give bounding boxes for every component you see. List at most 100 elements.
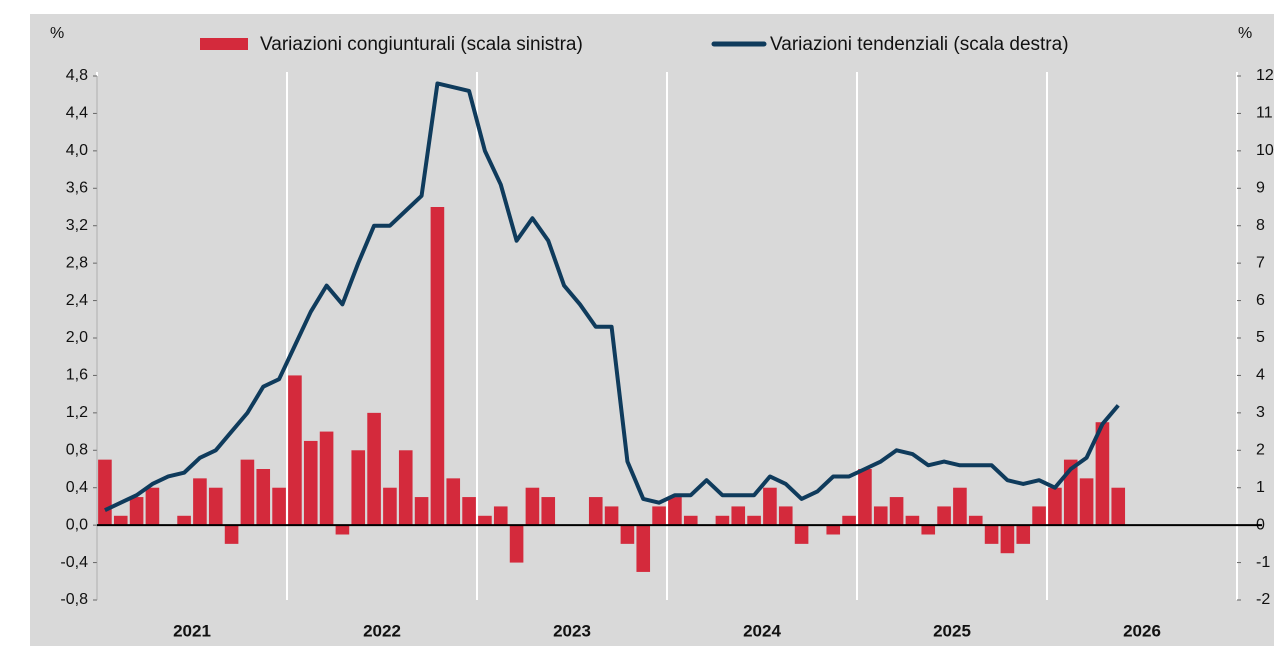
y2-tick-label: 12 [1256, 67, 1274, 84]
y2-tick-label: -1 [1256, 554, 1270, 571]
y-tick-label: 4,8 [66, 67, 88, 84]
bar [414, 497, 429, 526]
y2-tick-label: 9 [1256, 180, 1265, 197]
bar [493, 506, 508, 526]
bar [129, 497, 144, 526]
x-tick-label: 2022 [363, 621, 401, 640]
y-tick-label: -0,4 [60, 554, 88, 571]
y-tick-label: 0,8 [66, 442, 88, 459]
y-tick-label: 2,8 [66, 254, 88, 271]
bar [98, 459, 112, 526]
bar [588, 497, 603, 526]
bar [715, 515, 730, 526]
bar [937, 506, 951, 526]
chart-background [30, 14, 1274, 646]
x-tick-label: 2025 [933, 621, 971, 640]
bar [683, 515, 698, 526]
bar [303, 440, 318, 526]
bar [747, 515, 761, 526]
bar [763, 487, 777, 526]
legend-label: Variazioni tendenziali (scala destra) [770, 34, 1069, 55]
bar [525, 487, 540, 526]
bar [398, 450, 413, 526]
y-tick-label: 3,2 [66, 217, 88, 234]
bar [193, 478, 207, 526]
bar [288, 375, 302, 526]
bar [1000, 525, 1015, 554]
bar [335, 525, 350, 535]
y2-tick-label: 5 [1256, 329, 1265, 346]
y2-axis-unit: % [1238, 25, 1252, 42]
bar [1095, 422, 1110, 526]
y2-tick-label: 3 [1256, 404, 1265, 421]
y2-tick-label: 6 [1256, 292, 1265, 309]
x-tick-label: 2023 [553, 621, 591, 640]
line [104, 81, 1120, 512]
bar [826, 525, 841, 535]
bar [383, 487, 397, 526]
bar [1032, 506, 1046, 526]
bar [462, 497, 476, 526]
bar [541, 497, 556, 526]
bar [968, 515, 983, 526]
bar [208, 487, 223, 526]
y2-tick-label: -2 [1256, 591, 1270, 608]
y-axis-unit: % [50, 25, 64, 42]
bar [1079, 478, 1094, 526]
bar [778, 506, 793, 526]
bar [145, 487, 160, 526]
legend-label: Variazioni congiunturali (scala sinistra… [260, 34, 583, 55]
bar [351, 450, 366, 526]
y-tick-label: 0,0 [66, 516, 88, 533]
bar [509, 525, 524, 563]
bar [953, 487, 967, 526]
bar [224, 525, 239, 544]
bar [256, 469, 271, 526]
bar [652, 506, 666, 526]
y2-tick-label: 4 [1256, 367, 1265, 384]
y-tick-label: 4,0 [66, 142, 88, 159]
bar [113, 515, 128, 526]
bar [873, 506, 888, 526]
bar [604, 506, 619, 526]
bar [272, 487, 286, 526]
bar [921, 525, 936, 535]
y2-tick-label: 1 [1256, 479, 1265, 496]
bar [1016, 525, 1031, 544]
x-tick-label: 2026 [1123, 621, 1161, 640]
legend-swatch [200, 38, 248, 50]
y-tick-label: -0,8 [60, 591, 88, 608]
bar [1048, 487, 1062, 526]
bar [905, 515, 920, 526]
y-tick-label: 1,6 [66, 367, 88, 384]
bar [319, 431, 334, 526]
y-tick-label: 2,4 [66, 292, 88, 309]
y-tick-label: 3,6 [66, 180, 88, 197]
bar [367, 412, 381, 526]
y2-tick-label: 11 [1256, 105, 1273, 122]
y2-tick-label: 10 [1256, 142, 1274, 159]
y-tick-label: 2,0 [66, 329, 88, 346]
y-tick-label: 4,4 [66, 105, 88, 122]
bar [478, 515, 492, 526]
bar [842, 515, 856, 526]
bar [1111, 487, 1126, 526]
bar [636, 525, 651, 572]
x-tick-label: 2024 [743, 621, 781, 640]
bar [984, 525, 999, 544]
y2-tick-label: 2 [1256, 442, 1265, 459]
x-tick-label: 2021 [173, 621, 211, 640]
y-tick-label: 1,2 [66, 404, 88, 421]
y2-tick-label: 8 [1256, 217, 1265, 234]
bar [858, 469, 872, 526]
bar [668, 497, 682, 526]
y2-tick-label: 7 [1256, 254, 1265, 271]
bar [446, 478, 461, 526]
bar [620, 525, 635, 544]
bar [731, 506, 746, 526]
bar [177, 515, 191, 526]
bar [889, 497, 904, 526]
bar [240, 459, 255, 526]
bar [430, 207, 445, 526]
